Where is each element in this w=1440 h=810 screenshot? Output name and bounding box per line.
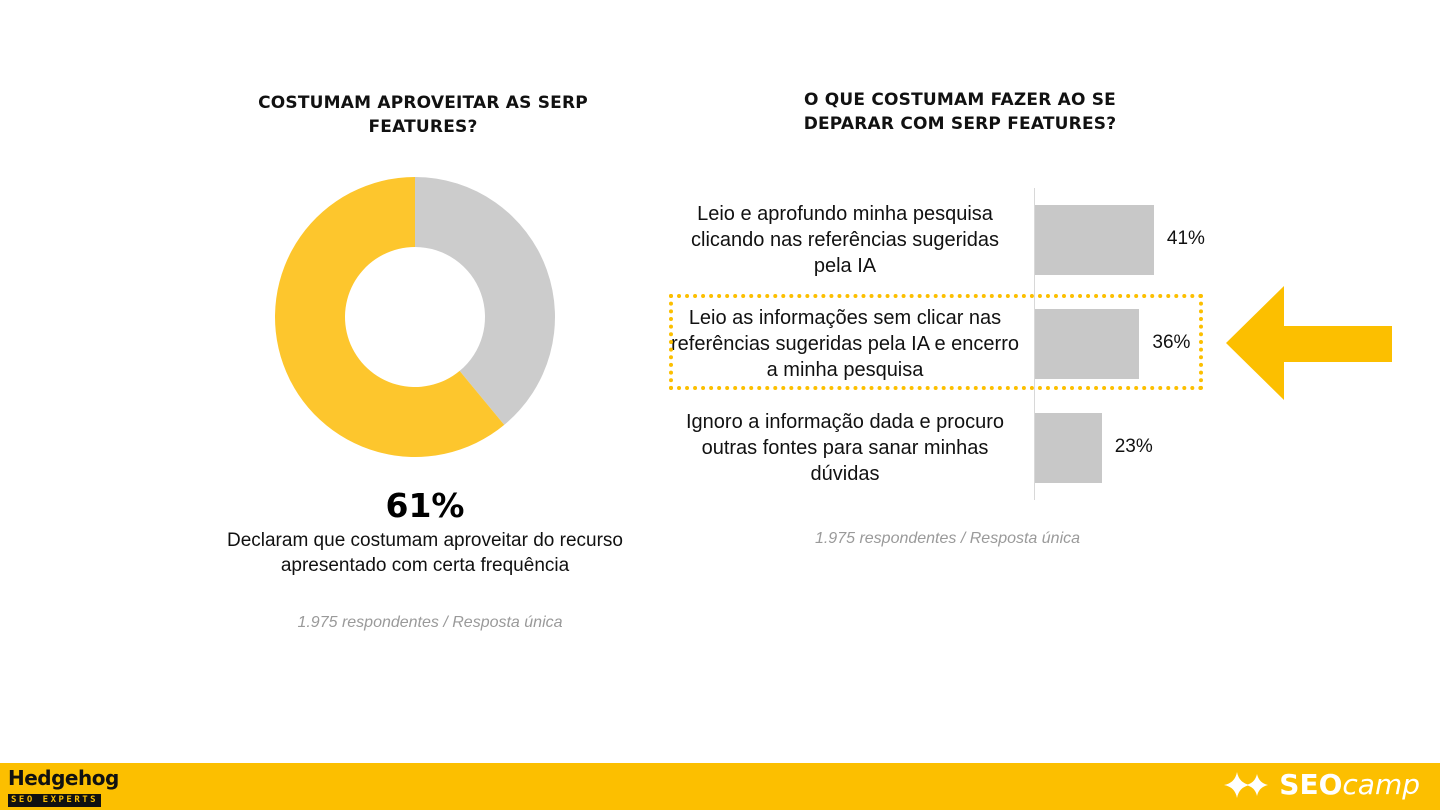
donut-slice-não [415,177,555,425]
bar-chart: Leio e aprofundo minha pesquisa clicando… [660,180,1220,510]
bar-category-label: Leio as informações sem clicar nas refer… [671,307,1019,381]
bar-value-label: 23% [1114,436,1153,457]
bar-value-label: 41% [1166,228,1205,249]
bar-chart-title: O QUE COSTUMAM FAZER AO SE DEPARAR COM S… [803,90,1117,134]
bar-value-label: 36% [1152,332,1191,353]
seocamp-logo: SEO camp [1223,768,1420,801]
bar-category-label: Leio e aprofundo minha pesquisa clicando… [691,203,999,277]
donut-slice-sim [275,177,505,457]
highlight-arrow-icon [1226,286,1392,400]
footer-bar: Hedgehog SEO EXPERTS SEO camp [0,763,1440,810]
donut-respondents-note: 1.975 respondentes / Resposta única [297,614,563,631]
donut-chart [275,177,555,457]
highlight-box [669,294,1203,390]
seocamp-logo-light: camp [1342,768,1420,801]
donut-big-value: 61% [385,486,465,525]
bar-axis-line [1034,188,1035,500]
hedgehog-logo: Hedgehog SEO EXPERTS [8,767,119,807]
bar [1035,413,1102,483]
donut-caption: Declaram que costumam aproveitar do recu… [226,530,623,576]
bar-respondents-note: 1.975 respondentes / Resposta única [814,530,1081,547]
bar [1035,309,1140,379]
hedgehog-logo-word: Hedgehog [8,766,119,790]
bar-category-label: Ignoro a informação dada e procuro outra… [686,411,1004,485]
bar [1035,205,1154,275]
seocamp-logo-bold: SEO [1279,768,1343,801]
hedgehog-logo-sub: SEO EXPERTS [8,794,102,807]
sparkle-icon [1224,771,1269,798]
donut-chart-title: COSTUMAM APROVEITAR AS SERP FEATURES? [258,93,588,137]
